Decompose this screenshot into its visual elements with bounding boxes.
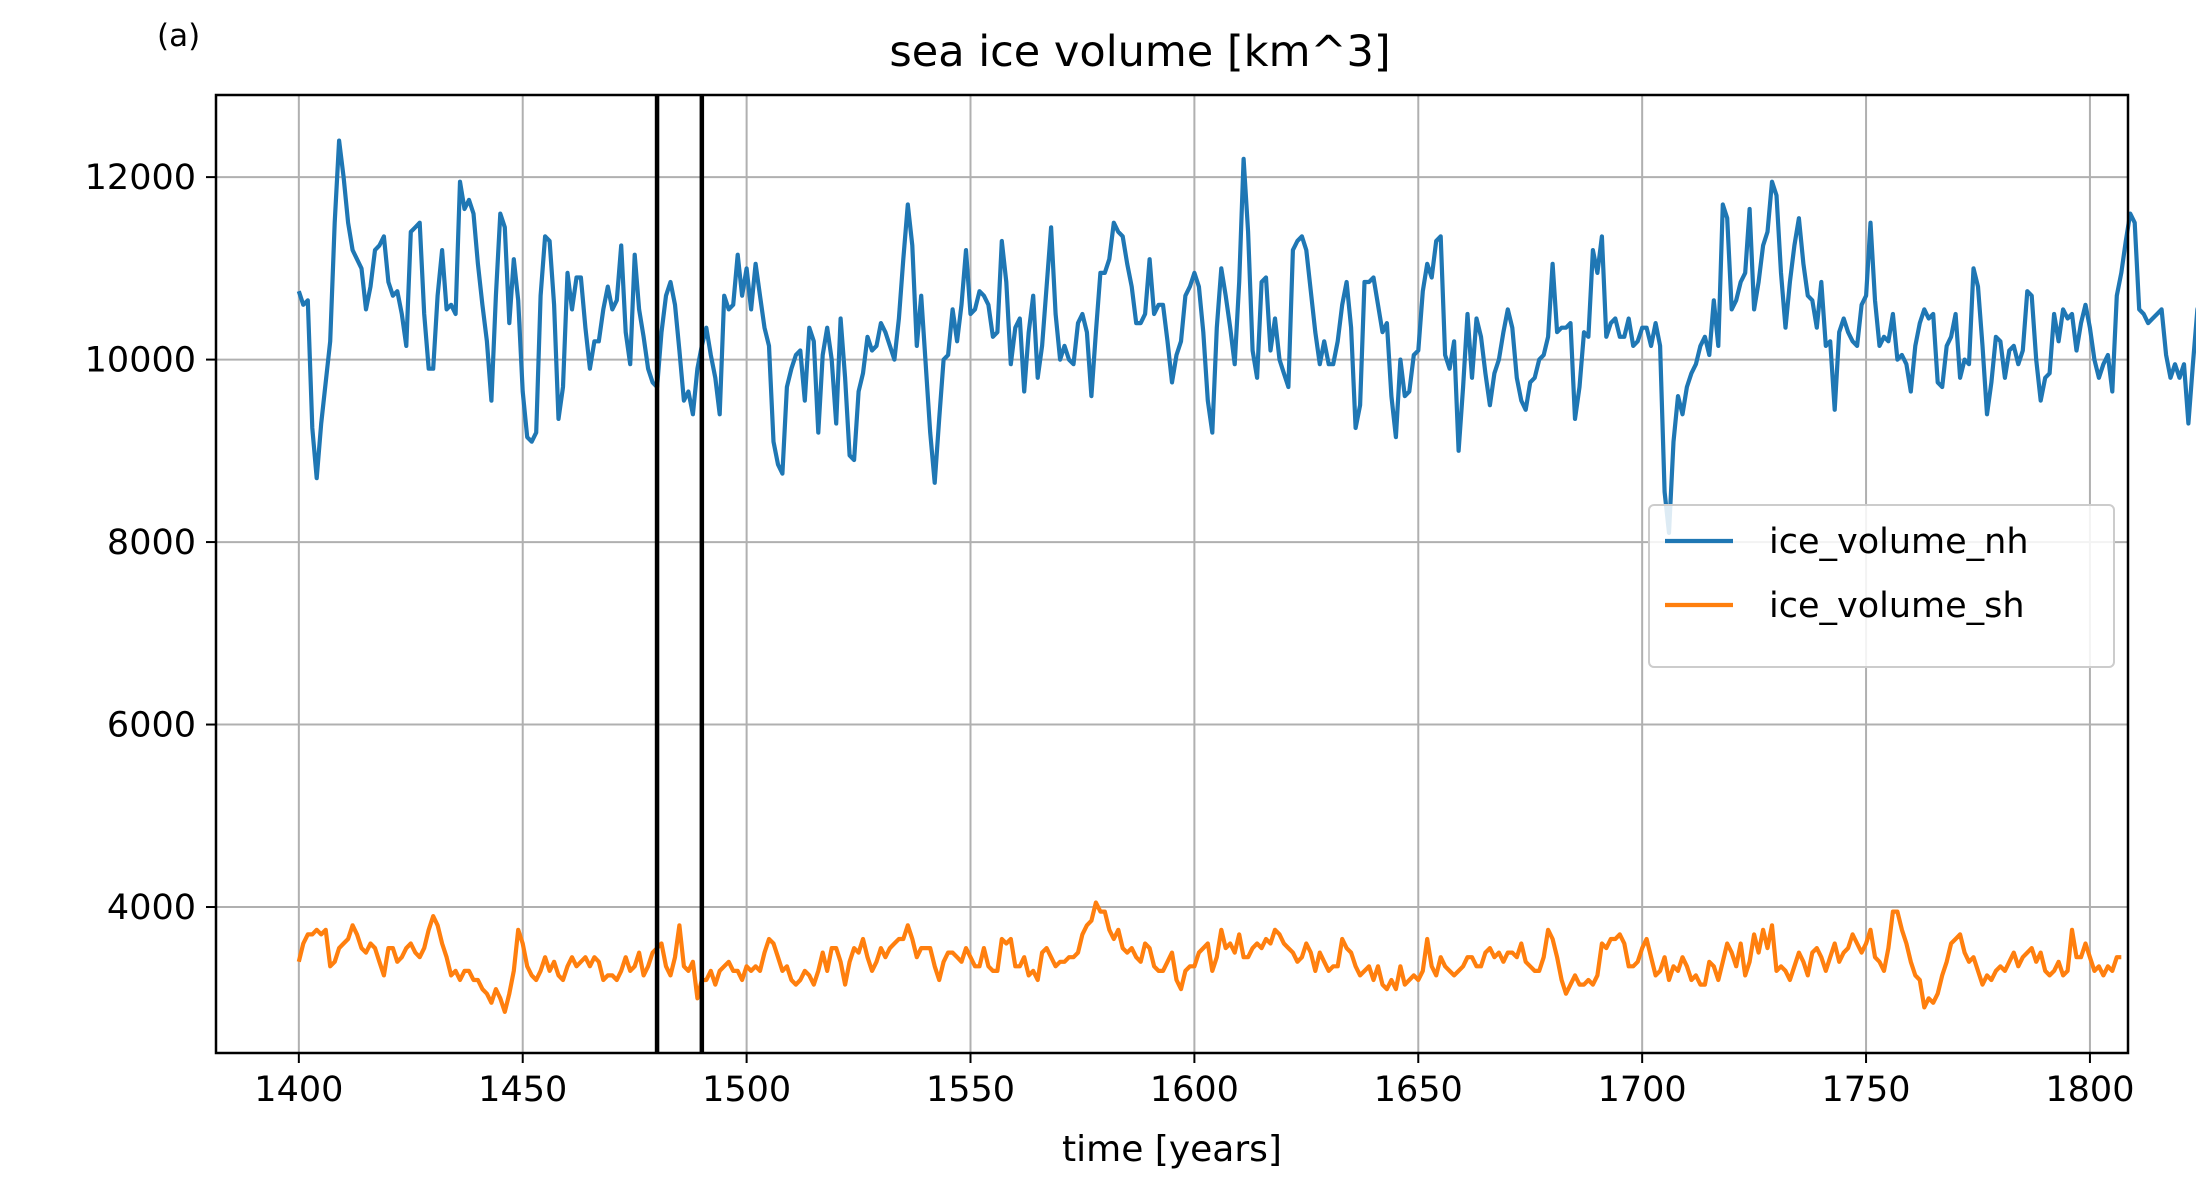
x-tick-label: 1500 — [702, 1070, 791, 1110]
x-tick-label: 1750 — [1822, 1070, 1911, 1110]
plot-lines — [296, 138, 2196, 1015]
plot-frame — [214, 93, 2130, 1055]
x-tick-label: 1800 — [2045, 1070, 2134, 1110]
x-tick-label: 1600 — [1150, 1070, 1239, 1110]
series-line-ice_volume_sh — [296, 900, 2122, 1015]
series-line-ice_volume_nh — [296, 138, 2196, 536]
x-tick-label: 1400 — [254, 1070, 343, 1110]
x-tick-label: 1450 — [478, 1070, 567, 1110]
y-tick-label: 12000 — [85, 158, 196, 198]
y-tick-label: 6000 — [107, 706, 196, 746]
axis-ticks: 1400 1450 1500 1550 1600 1650 1700 1750 1800 4000… — [85, 158, 2135, 1110]
legend-label: ice_volume_nh — [1769, 522, 2029, 562]
legend: ice_volume_nh ice_volume_sh — [1648, 504, 2115, 668]
y-tick-label: 8000 — [107, 523, 196, 563]
panel-label: (a) — [157, 18, 200, 54]
legend-label: ice_volume_sh — [1769, 586, 2025, 626]
chart-title: sea ice volume [km^3] — [889, 27, 1390, 77]
marker-lines — [654, 95, 705, 1053]
x-tick-label: 1550 — [926, 1070, 1015, 1110]
y-tick-label: 10000 — [85, 341, 196, 381]
legend-box — [1648, 504, 2115, 668]
y-tick-label: 4000 — [107, 888, 196, 928]
x-tick-label: 1700 — [1598, 1070, 1687, 1110]
x-axis-label: time [years] — [1062, 1129, 1282, 1170]
x-tick-label: 1650 — [1374, 1070, 1463, 1110]
grid — [216, 95, 2128, 1053]
